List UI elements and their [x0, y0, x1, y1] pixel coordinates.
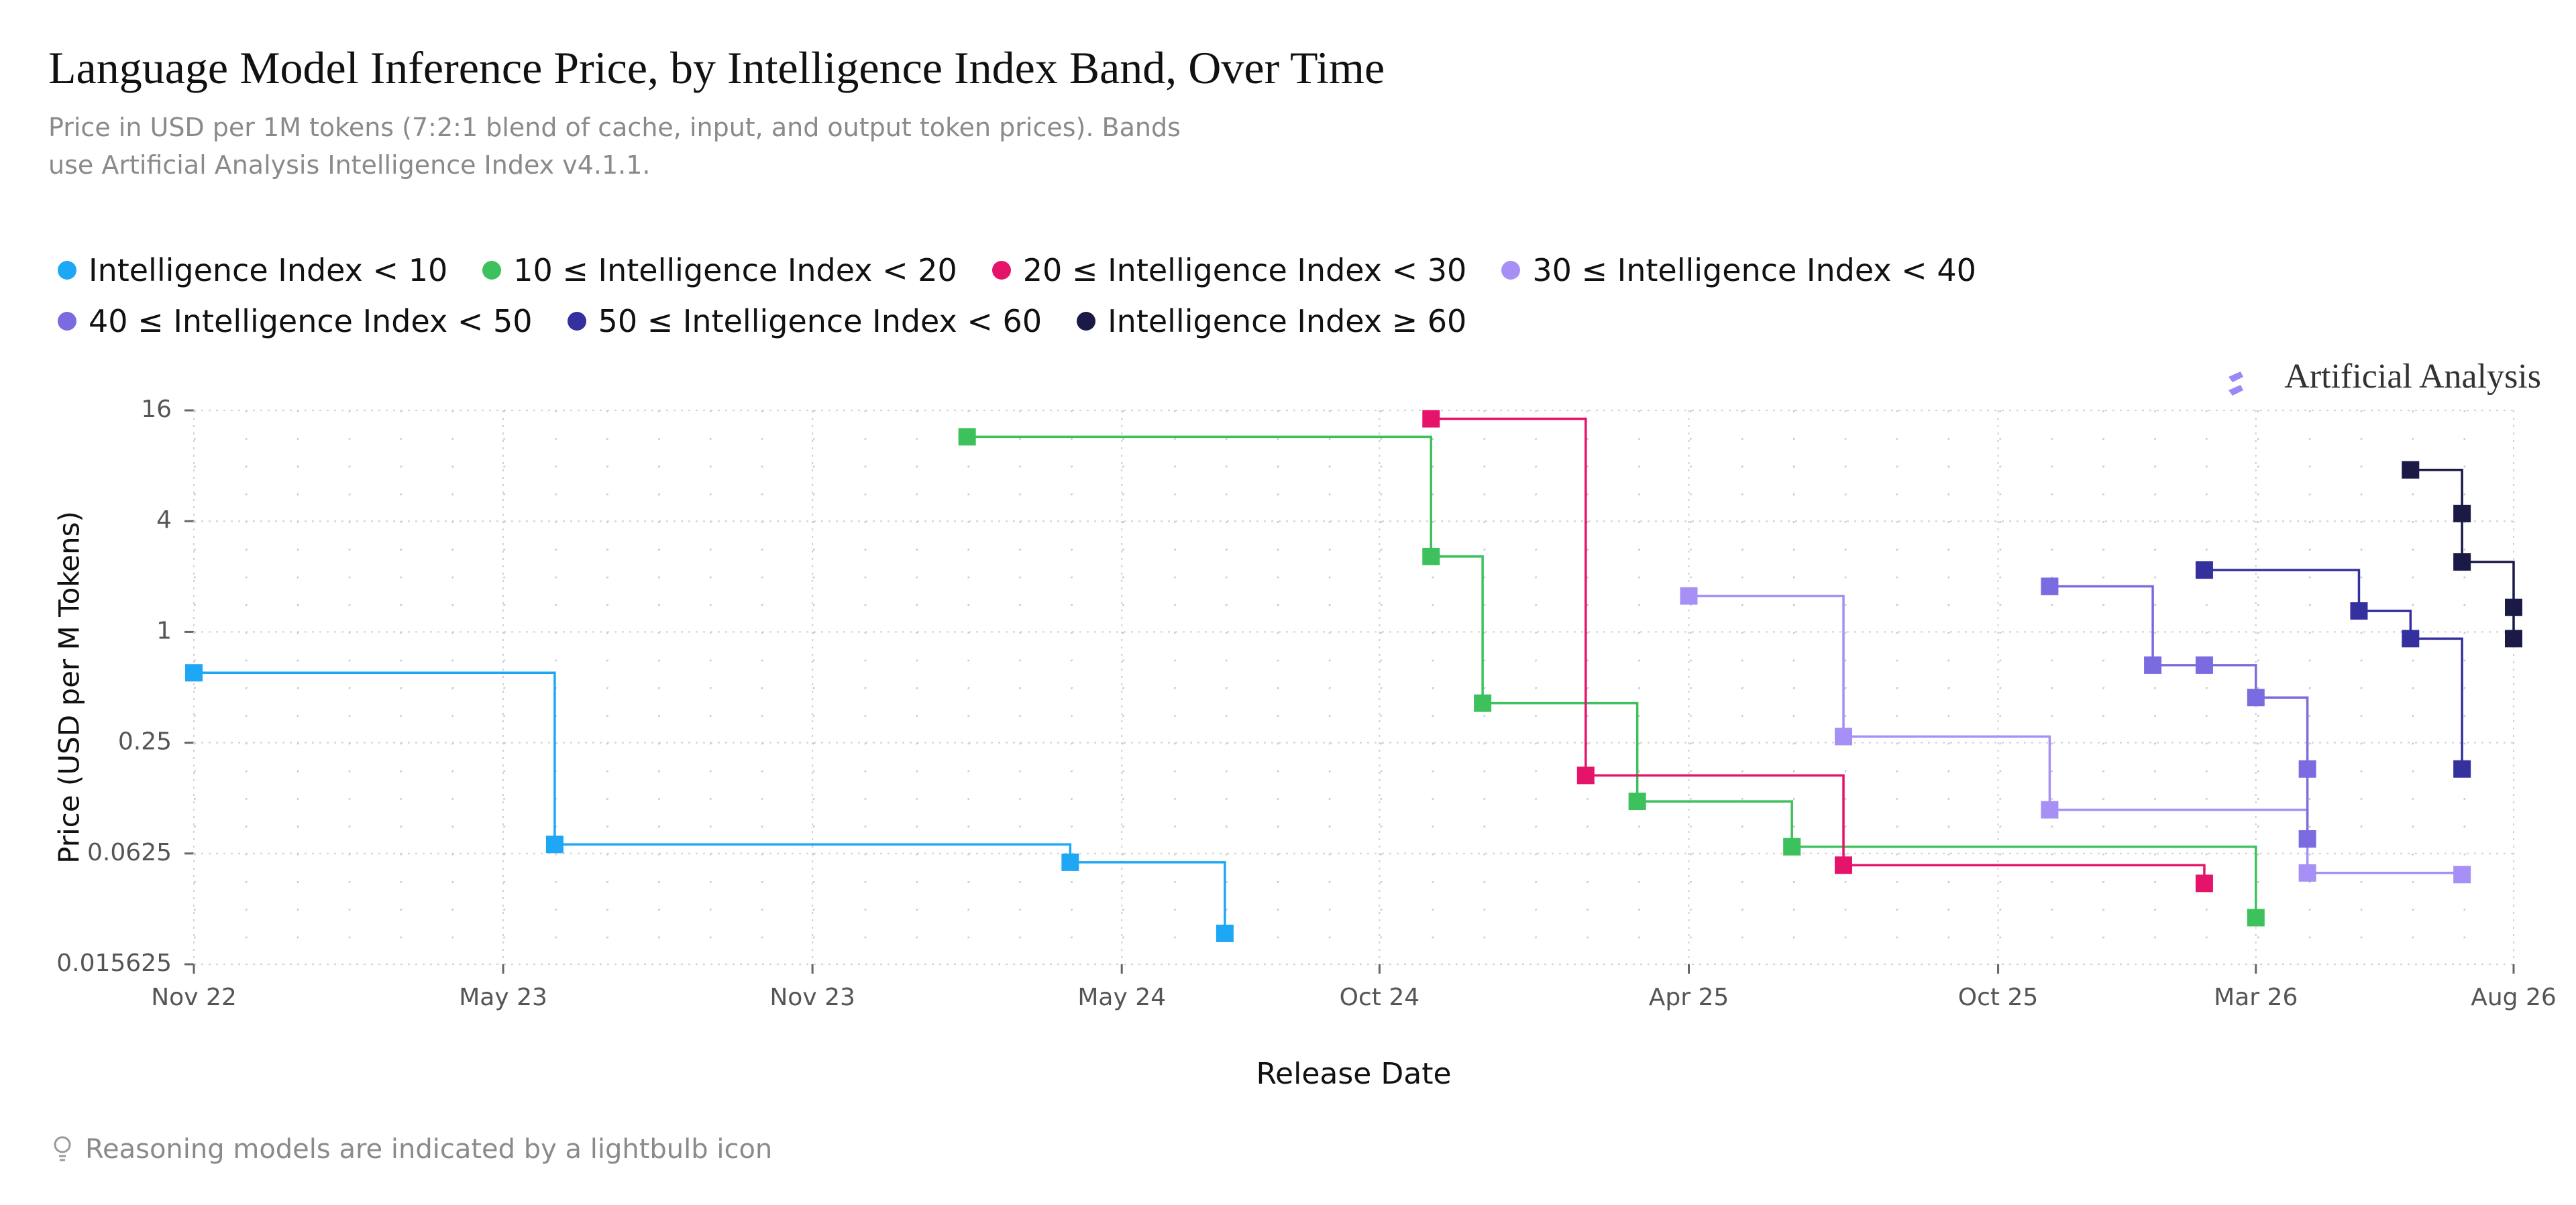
series-line: [194, 671, 1226, 933]
x-tick-label: Apr 25: [1649, 984, 1729, 1011]
data-point: [2195, 656, 2213, 674]
data-point: [545, 836, 564, 854]
y-tick-label: 0.015625: [56, 950, 172, 977]
lightbulb-icon: [54, 1136, 71, 1161]
data-point: [1576, 766, 1595, 785]
watermark-logo: [2229, 371, 2243, 396]
y-tick-label: 16: [141, 396, 172, 423]
legend-label: 40 ≤ Intelligence Index < 50: [89, 303, 533, 339]
data-point: [2298, 864, 2316, 882]
footnote: Reasoning models are indicated by a ligh…: [85, 1134, 772, 1165]
x-tick-label: May 24: [1077, 984, 1166, 1011]
data-point: [2041, 577, 2059, 595]
legend-item[interactable]: 10 ≤ Intelligence Index < 20: [482, 252, 957, 288]
series: [2041, 577, 2316, 848]
data-point: [1680, 587, 1698, 605]
legend-item[interactable]: Intelligence Index ≥ 60: [1077, 303, 1466, 339]
data-point: [1783, 838, 1801, 856]
series: [2195, 561, 2471, 778]
data-point: [2298, 830, 2316, 848]
legend-item[interactable]: 50 ≤ Intelligence Index < 60: [567, 303, 1042, 339]
data-point: [2402, 630, 2420, 648]
legend-item[interactable]: 30 ≤ Intelligence Index < 40: [1501, 252, 1976, 288]
series: [1680, 587, 2471, 884]
y-axis-title: Price (USD per M Tokens): [53, 511, 86, 864]
legend-swatch: [1077, 312, 1096, 331]
series-line: [1431, 417, 2206, 884]
series-line: [2204, 569, 2463, 769]
legend-label: 50 ≤ Intelligence Index < 60: [598, 303, 1042, 339]
data-point: [2505, 598, 2522, 616]
data-point: [1422, 410, 1440, 428]
legend-swatch: [482, 261, 502, 280]
dot-grid: [194, 410, 2514, 964]
y-tick-label: 0.25: [118, 728, 172, 756]
legend-swatch: [58, 312, 76, 331]
data-point: [2453, 504, 2471, 522]
data-point: [958, 428, 976, 446]
x-tick-label: May 23: [459, 984, 547, 1011]
data-point: [2247, 909, 2265, 927]
watermark: Artificial Analysis: [2284, 357, 2541, 396]
data-point: [1061, 853, 1079, 871]
chart-title: Language Model Inference Price, by Intel…: [48, 42, 1385, 93]
data-point: [2298, 760, 2316, 778]
y-tick-label: 4: [156, 506, 172, 534]
x-tick-label: Oct 24: [1340, 984, 1420, 1011]
x-tick-label: Aug 26: [2471, 984, 2557, 1011]
data-point: [1835, 856, 1853, 874]
data-point: [2453, 553, 2471, 571]
legend-label: 20 ≤ Intelligence Index < 30: [1022, 252, 1467, 288]
data-point: [1835, 728, 1853, 746]
series: [958, 428, 2265, 927]
data-point: [2195, 561, 2213, 579]
series-line: [2049, 585, 2309, 840]
legend-label: Intelligence Index < 10: [89, 252, 448, 288]
chart-subtitle: Price in USD per 1M tokens (7:2:1 blend …: [48, 113, 1181, 180]
legend-item[interactable]: 40 ≤ Intelligence Index < 50: [58, 303, 533, 339]
series-line: [967, 435, 2257, 918]
data-point: [1422, 547, 1440, 565]
legend-label: 10 ≤ Intelligence Index < 20: [513, 252, 957, 288]
legend-swatch: [991, 261, 1011, 280]
data-point: [2247, 689, 2265, 707]
legend-item[interactable]: 20 ≤ Intelligence Index < 30: [991, 252, 1467, 288]
series: [185, 664, 1234, 942]
data-point: [1216, 924, 1234, 942]
legend-label: 30 ≤ Intelligence Index < 40: [1532, 252, 1976, 288]
legend-swatch: [1501, 261, 1521, 280]
legend-swatch: [58, 261, 76, 280]
data-point: [2350, 602, 2368, 620]
legend-label: Intelligence Index ≥ 60: [1108, 303, 1467, 339]
data-point: [2041, 801, 2059, 819]
x-axis-title: Release Date: [1256, 1057, 1451, 1091]
y-tick-label: 1: [156, 617, 172, 644]
y-tick-label: 0.0625: [87, 839, 172, 866]
x-tick-label: Oct 25: [1958, 984, 2039, 1011]
x-tick-label: Mar 26: [2214, 984, 2298, 1011]
data-point: [2453, 866, 2471, 884]
legend-swatch: [567, 312, 586, 331]
data-point: [2402, 461, 2420, 479]
x-tick-label: Nov 23: [769, 984, 855, 1011]
series: [2402, 461, 2522, 648]
data-point: [185, 664, 203, 682]
data-point: [2453, 760, 2471, 778]
data-point: [2505, 630, 2522, 648]
series: [1422, 410, 2213, 893]
data-point: [1628, 793, 1646, 811]
data-point: [2144, 656, 2162, 674]
legend: Intelligence Index < 10 10 ≤ Intelligence…: [58, 252, 2406, 339]
x-tick-label: Nov 22: [151, 984, 237, 1011]
data-point: [2195, 874, 2213, 893]
legend-item[interactable]: Intelligence Index < 10: [58, 252, 447, 288]
data-point: [1474, 694, 1492, 712]
